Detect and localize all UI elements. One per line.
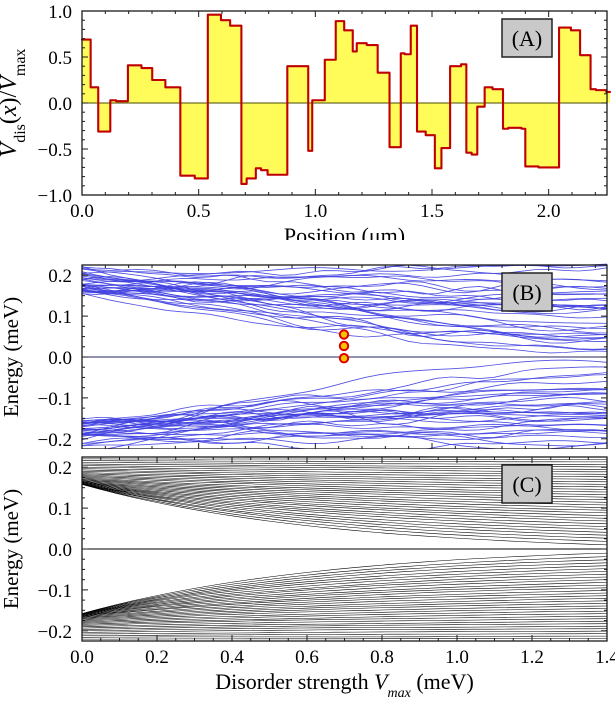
svg-text:1.0: 1.0 [445,647,469,668]
svg-text:1.0: 1.0 [48,2,72,23]
svg-text:Vdis(x)/Vmax: Vdis(x)/Vmax [0,49,29,158]
svg-text:0.0: 0.0 [48,94,72,115]
svg-text:0.1: 0.1 [48,499,72,520]
svg-text:1.2: 1.2 [520,647,544,668]
svg-text:1.4: 1.4 [595,647,615,668]
svg-text:0.1: 0.1 [48,307,72,328]
svg-text:−0.2: −0.2 [38,430,72,451]
svg-text:Energy (meV): Energy (meV) [0,489,23,609]
svg-text:1.0: 1.0 [303,201,327,222]
svg-text:0.5: 0.5 [187,201,211,222]
svg-text:−0.5: −0.5 [38,140,72,161]
svg-text:−0.2: −0.2 [38,622,72,643]
svg-text:−0.1: −0.1 [38,581,72,602]
svg-text:0.6: 0.6 [295,647,319,668]
svg-text:1.5: 1.5 [420,201,444,222]
svg-text:0.0: 0.0 [48,540,72,561]
svg-text:0.2: 0.2 [48,266,72,287]
svg-text:0.0: 0.0 [48,348,72,369]
svg-text:0.4: 0.4 [220,647,244,668]
svg-text:Position (μm): Position (μm) [284,223,405,240]
svg-text:−1.0: −1.0 [38,186,72,207]
svg-text:(C): (C) [512,472,541,497]
svg-text:(B): (B) [512,280,541,305]
svg-text:2.0: 2.0 [537,201,561,222]
svg-text:0.2: 0.2 [145,647,169,668]
svg-text:Energy (meV): Energy (meV) [0,297,23,417]
svg-text:−0.1: −0.1 [38,389,72,410]
svg-text:0.8: 0.8 [370,647,394,668]
svg-text:(A): (A) [512,26,543,51]
svg-text:0.0: 0.0 [70,201,94,222]
svg-text:0.5: 0.5 [48,48,72,69]
svg-text:0.0: 0.0 [70,647,94,668]
svg-text:0.2: 0.2 [48,458,72,479]
